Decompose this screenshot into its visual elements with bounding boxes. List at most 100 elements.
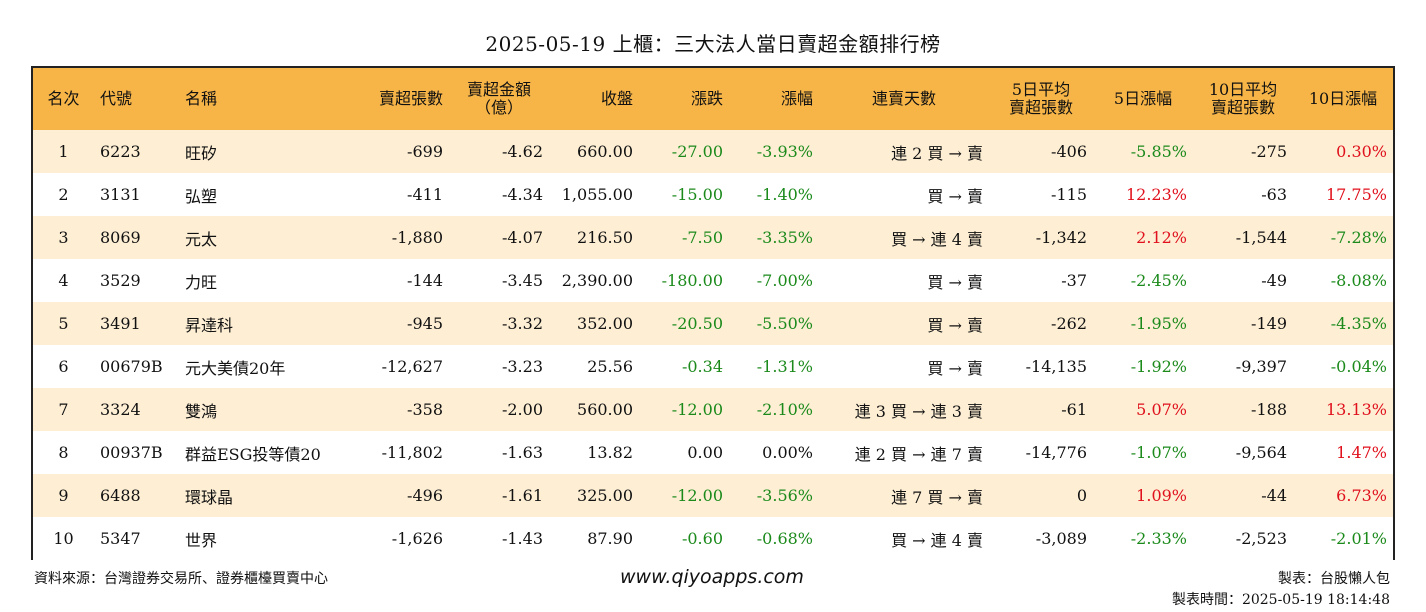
header-close: 收盤 xyxy=(600,89,633,108)
header-pct10: 10日漲幅 xyxy=(1308,89,1378,108)
cell-code: 6488 xyxy=(100,486,141,505)
cell-pct10: 6.73% xyxy=(1336,486,1387,505)
cell-code: 3131 xyxy=(100,185,141,204)
cell-name: 元大美債20年 xyxy=(185,358,286,378)
cell-sell-shares: -1,626 xyxy=(391,529,443,548)
cell-sell-amount: -4.34 xyxy=(501,185,543,204)
cell-streak: 連 2 買 → 連 7 賣 xyxy=(854,444,983,464)
cell-pct: -7.00% xyxy=(756,271,813,290)
maker-note: 製表：台股懶人包 xyxy=(1278,571,1390,587)
cell-change: -180.00 xyxy=(661,271,723,290)
cell-pct10: -4.35% xyxy=(1330,314,1387,333)
cell-pct10: -7.28% xyxy=(1330,228,1387,247)
cell-rank: 10 xyxy=(53,529,74,548)
cell-avg10: -9,397 xyxy=(1235,357,1287,376)
cell-avg10: -1,544 xyxy=(1235,228,1287,247)
cell-pct10: -2.01% xyxy=(1330,529,1387,548)
cell-rank: 2 xyxy=(58,185,69,204)
cell-pct: -3.35% xyxy=(756,228,813,247)
cell-rank: 5 xyxy=(58,314,69,333)
cell-code: 00679B xyxy=(100,357,163,376)
cell-sell-shares: -411 xyxy=(407,185,443,204)
cell-pct: -0.68% xyxy=(756,529,813,548)
cell-pct: -3.56% xyxy=(756,486,813,505)
cell-avg5: -262 xyxy=(1051,314,1087,333)
ranking-table-container: 名次 代號 名稱 賣超張數 賣超金額 （億） 收盤 漲跌 漲幅 連賣天數 5日平… xyxy=(31,66,1395,560)
cell-sell-shares: -144 xyxy=(407,271,443,290)
cell-pct10: 1.47% xyxy=(1336,443,1387,462)
header-pct: 漲幅 xyxy=(780,89,813,108)
cell-pct10: 17.75% xyxy=(1325,185,1387,204)
cell-name: 世界 xyxy=(185,530,218,550)
cell-sell-shares: -1,880 xyxy=(391,228,443,247)
header-pct5: 5日漲幅 xyxy=(1113,89,1173,108)
cell-close: 325.00 xyxy=(577,486,633,505)
ranking-table: 名次 代號 名稱 賣超張數 賣超金額 （億） 收盤 漲跌 漲幅 連賣天數 5日平… xyxy=(33,68,1393,560)
cell-avg10: -188 xyxy=(1251,400,1287,419)
cell-pct5: -2.33% xyxy=(1130,529,1187,548)
cell-pct5: 1.09% xyxy=(1136,486,1187,505)
cell-avg5: -115 xyxy=(1051,185,1087,204)
cell-change: -0.60 xyxy=(681,529,723,548)
cell-change: -27.00 xyxy=(671,142,723,161)
cell-pct5: 2.12% xyxy=(1136,228,1187,247)
cell-avg10: -49 xyxy=(1261,271,1287,290)
cell-pct: 0.00% xyxy=(762,443,813,462)
cell-avg5: -61 xyxy=(1061,400,1087,419)
data-source-note: 資料來源：台灣證券交易所、證券櫃檯買賣中心 xyxy=(34,571,328,587)
cell-streak: 買 → 賣 xyxy=(927,186,983,206)
header-sell-shares: 賣超張數 xyxy=(378,89,443,108)
cell-sell-amount: -1.61 xyxy=(501,486,543,505)
header-sell-amount-line2: （億） xyxy=(474,98,523,117)
cell-pct10: -8.08% xyxy=(1330,271,1387,290)
cell-rank: 6 xyxy=(58,357,69,376)
header-rank: 名次 xyxy=(47,89,80,108)
cell-streak: 連 3 買 → 連 3 賣 xyxy=(854,401,983,421)
cell-name: 元太 xyxy=(185,229,218,249)
cell-streak: 買 → 連 4 賣 xyxy=(891,530,983,550)
cell-change: -20.50 xyxy=(671,314,723,333)
cell-code: 3491 xyxy=(100,314,141,333)
cell-code: 8069 xyxy=(100,228,141,247)
cell-name: 環球晶 xyxy=(185,487,234,507)
cell-sell-shares: -945 xyxy=(407,314,443,333)
cell-avg5: -3,089 xyxy=(1035,529,1087,548)
cell-pct5: -5.85% xyxy=(1130,142,1187,161)
cell-avg5: -14,135 xyxy=(1025,357,1087,376)
cell-name: 雙鴻 xyxy=(185,401,218,421)
header-avg10-line2: 賣超張數 xyxy=(1210,98,1275,117)
cell-pct: -5.50% xyxy=(756,314,813,333)
cell-name: 弘塑 xyxy=(185,186,218,206)
cell-sell-shares: -699 xyxy=(407,142,443,161)
cell-sell-amount: -3.23 xyxy=(501,357,543,376)
cell-pct10: -0.04% xyxy=(1330,357,1387,376)
cell-code: 5347 xyxy=(100,529,141,548)
cell-close: 660.00 xyxy=(577,142,633,161)
cell-pct10: 0.30% xyxy=(1336,142,1387,161)
cell-sell-amount: -3.32 xyxy=(501,314,543,333)
cell-close: 1,055.00 xyxy=(561,185,633,204)
cell-sell-amount: -4.62 xyxy=(501,142,543,161)
cell-avg5: 0 xyxy=(1076,486,1087,505)
cell-change: -7.50 xyxy=(681,228,723,247)
cell-avg10: -2,523 xyxy=(1235,529,1287,548)
cell-streak: 買 → 賣 xyxy=(927,315,983,335)
cell-change: -12.00 xyxy=(671,400,723,419)
cell-pct5: 5.07% xyxy=(1136,400,1187,419)
cell-streak: 買 → 賣 xyxy=(927,272,983,292)
website-link[interactable]: www.qiyoapps.com xyxy=(620,566,804,588)
cell-avg10: -9,564 xyxy=(1235,443,1287,462)
cell-streak: 買 → 連 4 賣 xyxy=(891,229,983,249)
header-avg5-line2: 賣超張數 xyxy=(1008,98,1073,117)
header-avg5: 5日平均 賣超張數 xyxy=(989,68,1093,130)
cell-avg5: -14,776 xyxy=(1025,443,1087,462)
page-title: 2025-05-19 上櫃：三大法人當日賣超金額排行榜 xyxy=(485,32,941,56)
cell-avg5: -406 xyxy=(1051,142,1087,161)
cell-streak: 連 2 買 → 賣 xyxy=(891,143,983,163)
cell-name: 力旺 xyxy=(185,272,218,292)
cell-close: 2,390.00 xyxy=(561,271,633,290)
header-avg5-line1: 5日平均 xyxy=(1011,80,1071,99)
table-header-row: 名次 代號 名稱 賣超張數 賣超金額 （億） 收盤 漲跌 漲幅 連賣天數 5日平… xyxy=(33,68,1393,130)
cell-rank: 1 xyxy=(58,142,69,161)
cell-code: 6223 xyxy=(100,142,141,161)
